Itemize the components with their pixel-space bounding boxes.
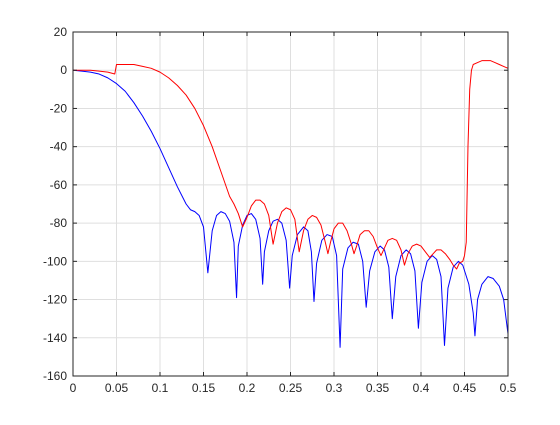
- x-tick-label: 0.15: [192, 381, 216, 395]
- x-tick-label: 0.2: [239, 381, 256, 395]
- series-line-1: [72, 69, 509, 348]
- y-tick-label: -20: [50, 101, 68, 115]
- x-tick-label: 0.3: [326, 381, 343, 395]
- y-tick-label: -80: [50, 216, 68, 230]
- y-tick-label: 0: [60, 63, 67, 77]
- y-tick-label: -140: [43, 331, 67, 345]
- x-tick-label: 0.5: [500, 381, 517, 395]
- y-tick-labels: 20 0 -20 -40 -60 -80 -100 -120 -140 -160: [43, 25, 67, 383]
- y-tick-label: -160: [43, 369, 67, 383]
- x-tick-labels: 0 0.05 0.1 0.15 0.2 0.25 0.3 0.35 0.4 0.45 0.5: [70, 381, 517, 395]
- x-tick-label: 0.35: [366, 381, 390, 395]
- x-tick-label: 0.4: [413, 381, 430, 395]
- axis-ticks: [72, 31, 509, 377]
- series-layer: [72, 60, 509, 348]
- x-tick-label: 0.1: [152, 381, 169, 395]
- x-tick-label: 0.05: [105, 381, 129, 395]
- x-tick-label: 0: [70, 381, 77, 395]
- y-tick-label: -40: [50, 140, 68, 154]
- x-tick-label: 0.45: [453, 381, 477, 395]
- series-line-2: [73, 60, 509, 270]
- x-tick-label: 0.25: [279, 381, 303, 395]
- y-tick-label: -120: [43, 293, 67, 307]
- y-tick-label: -60: [50, 178, 68, 192]
- y-tick-label: -100: [43, 254, 67, 268]
- y-tick-label: 20: [54, 25, 68, 39]
